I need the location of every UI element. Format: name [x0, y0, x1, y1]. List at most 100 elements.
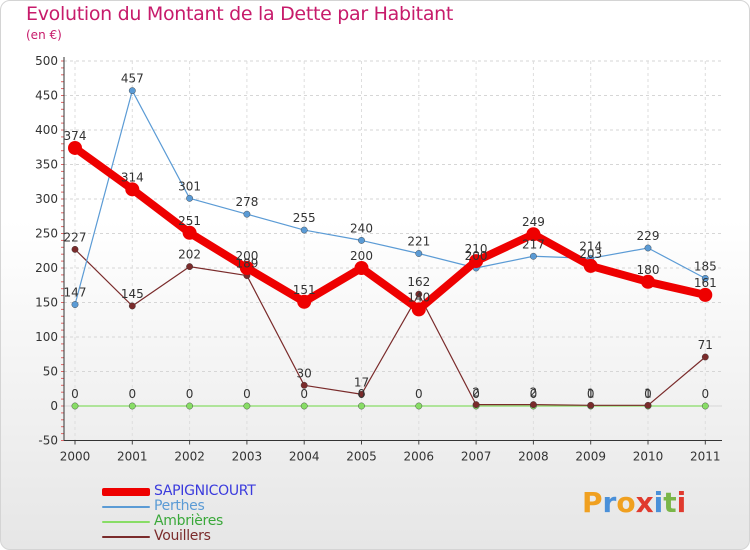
data-point — [186, 402, 194, 410]
data-point — [243, 402, 251, 410]
chart-title: Evolution du Montant de la Dette par Hab… — [26, 3, 454, 25]
data-label: 180 — [637, 263, 660, 277]
data-label: 210 — [465, 242, 488, 256]
x-tick-label: 2010 — [633, 450, 664, 464]
data-point — [71, 301, 79, 308]
data-label: 189 — [235, 257, 258, 271]
legend-label: Vouillers — [154, 528, 211, 544]
data-point — [701, 353, 709, 361]
data-label: 2 — [530, 386, 538, 400]
data-point — [358, 402, 365, 410]
x-tick-label: 2001 — [117, 450, 148, 464]
data-point — [243, 210, 251, 218]
logo-letter: i — [653, 486, 664, 519]
x-tick-label: 2002 — [174, 450, 205, 464]
data-label: 374 — [64, 129, 87, 143]
data-point — [358, 390, 365, 398]
data-point — [239, 261, 254, 275]
x-tick-label: 2009 — [575, 450, 606, 464]
data-label: 255 — [293, 211, 316, 225]
data-label: 227 — [64, 230, 87, 244]
data-point — [526, 227, 541, 242]
data-label: 71 — [698, 338, 713, 352]
legend-label: Ambrières — [154, 513, 224, 529]
logo-letter: t — [663, 486, 677, 519]
data-label: 0 — [128, 387, 136, 401]
data-point — [128, 302, 136, 310]
data-label: 229 — [637, 229, 660, 243]
y-tick-label: 350 — [35, 158, 58, 172]
data-point — [186, 194, 194, 202]
data-label: 200 — [235, 249, 258, 263]
y-tick-label: 0 — [50, 399, 58, 413]
logo-letter: o — [616, 486, 636, 519]
legend-label: Perthes — [154, 498, 205, 514]
x-tick-label: 2000 — [60, 450, 91, 464]
series-line-0 — [71, 143, 710, 314]
logo-letter: r — [602, 486, 617, 519]
data-label: 203 — [579, 247, 602, 261]
data-point — [469, 254, 484, 269]
data-point — [71, 245, 79, 253]
y-tick-label: 450 — [35, 89, 58, 103]
y-tick-label: 250 — [35, 227, 58, 241]
data-point — [128, 87, 136, 95]
legend-swatch — [102, 488, 150, 496]
series-line-1 — [74, 90, 706, 306]
data-point — [415, 290, 423, 298]
data-point — [182, 225, 197, 240]
data-point — [354, 261, 369, 275]
y-tick-label: 150 — [35, 296, 58, 310]
data-label: 2 — [472, 386, 480, 400]
x-tick-label: 2004 — [289, 450, 320, 464]
data-label: 0 — [472, 387, 480, 401]
data-label: 17 — [354, 375, 369, 389]
data-point — [701, 274, 709, 282]
data-point — [641, 274, 655, 289]
data-label: 200 — [350, 249, 373, 263]
legend-label: SAPIGNICOURT — [154, 483, 256, 499]
data-label: 185 — [694, 259, 717, 273]
data-label: 145 — [121, 287, 144, 301]
data-label: 0 — [71, 387, 79, 401]
data-point — [701, 402, 709, 410]
data-point — [644, 401, 652, 409]
data-point — [297, 294, 312, 309]
data-point — [583, 258, 598, 273]
data-label: 214 — [579, 239, 602, 253]
data-point — [530, 401, 537, 409]
data-point — [125, 182, 140, 197]
data-point — [300, 381, 308, 389]
data-label: 0 — [701, 387, 709, 401]
proxiti-logo: Proxiti — [582, 486, 686, 519]
data-label: 1 — [587, 386, 595, 400]
x-tick-label: 2006 — [404, 450, 435, 464]
y-tick-label: 50 — [43, 365, 58, 379]
data-point — [358, 236, 365, 244]
data-label: 161 — [694, 276, 717, 290]
x-tick-label: 2005 — [346, 450, 377, 464]
y-tick-label: 400 — [35, 123, 58, 137]
data-label: 0 — [300, 387, 308, 401]
x-tick-label: 2003 — [232, 450, 263, 464]
series-line-3 — [74, 248, 706, 406]
data-label: 0 — [186, 387, 194, 401]
data-point — [415, 250, 423, 257]
data-point — [411, 302, 426, 317]
data-label: 314 — [121, 170, 144, 184]
data-point — [186, 263, 194, 271]
data-label: 151 — [293, 283, 316, 297]
data-label: 0 — [587, 387, 595, 401]
data-label: 251 — [178, 214, 201, 228]
y-tick-label: 200 — [35, 261, 58, 275]
data-point — [698, 287, 713, 302]
logo-letter: i — [676, 486, 687, 519]
y-tick-label: 500 — [35, 54, 58, 68]
data-point — [300, 402, 308, 410]
data-point — [128, 402, 136, 410]
data-point — [644, 244, 652, 252]
data-label: 202 — [178, 248, 201, 262]
legend-swatch — [102, 521, 150, 523]
data-point — [68, 140, 82, 155]
